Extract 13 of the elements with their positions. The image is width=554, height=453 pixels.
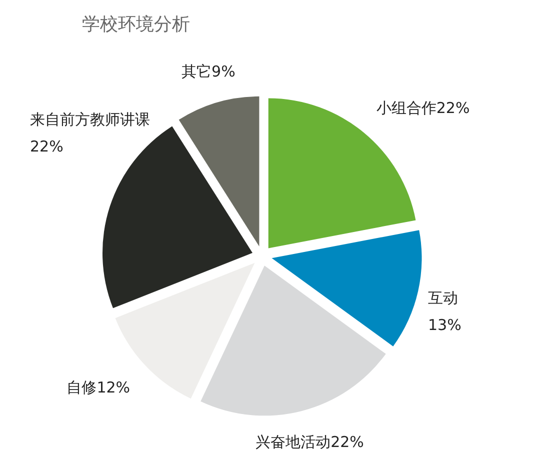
slice-label: 来自前方教师讲课	[30, 110, 150, 129]
slice-label: 互动	[428, 288, 458, 307]
slice-label: 自修	[66, 378, 97, 396]
slice-label: 兴奋地活动	[256, 432, 331, 451]
data-label: 12%	[96, 378, 130, 396]
slice-label: 小组合作	[376, 99, 436, 118]
data-label: 13%	[428, 316, 462, 334]
data-label: 22%	[436, 99, 470, 118]
data-label: 22%	[330, 432, 364, 451]
slice-label: 其它	[182, 62, 212, 81]
chart-title: 学校环境分析	[82, 14, 190, 35]
data-label: 9%	[212, 62, 236, 81]
data-label: 22%	[30, 138, 64, 156]
